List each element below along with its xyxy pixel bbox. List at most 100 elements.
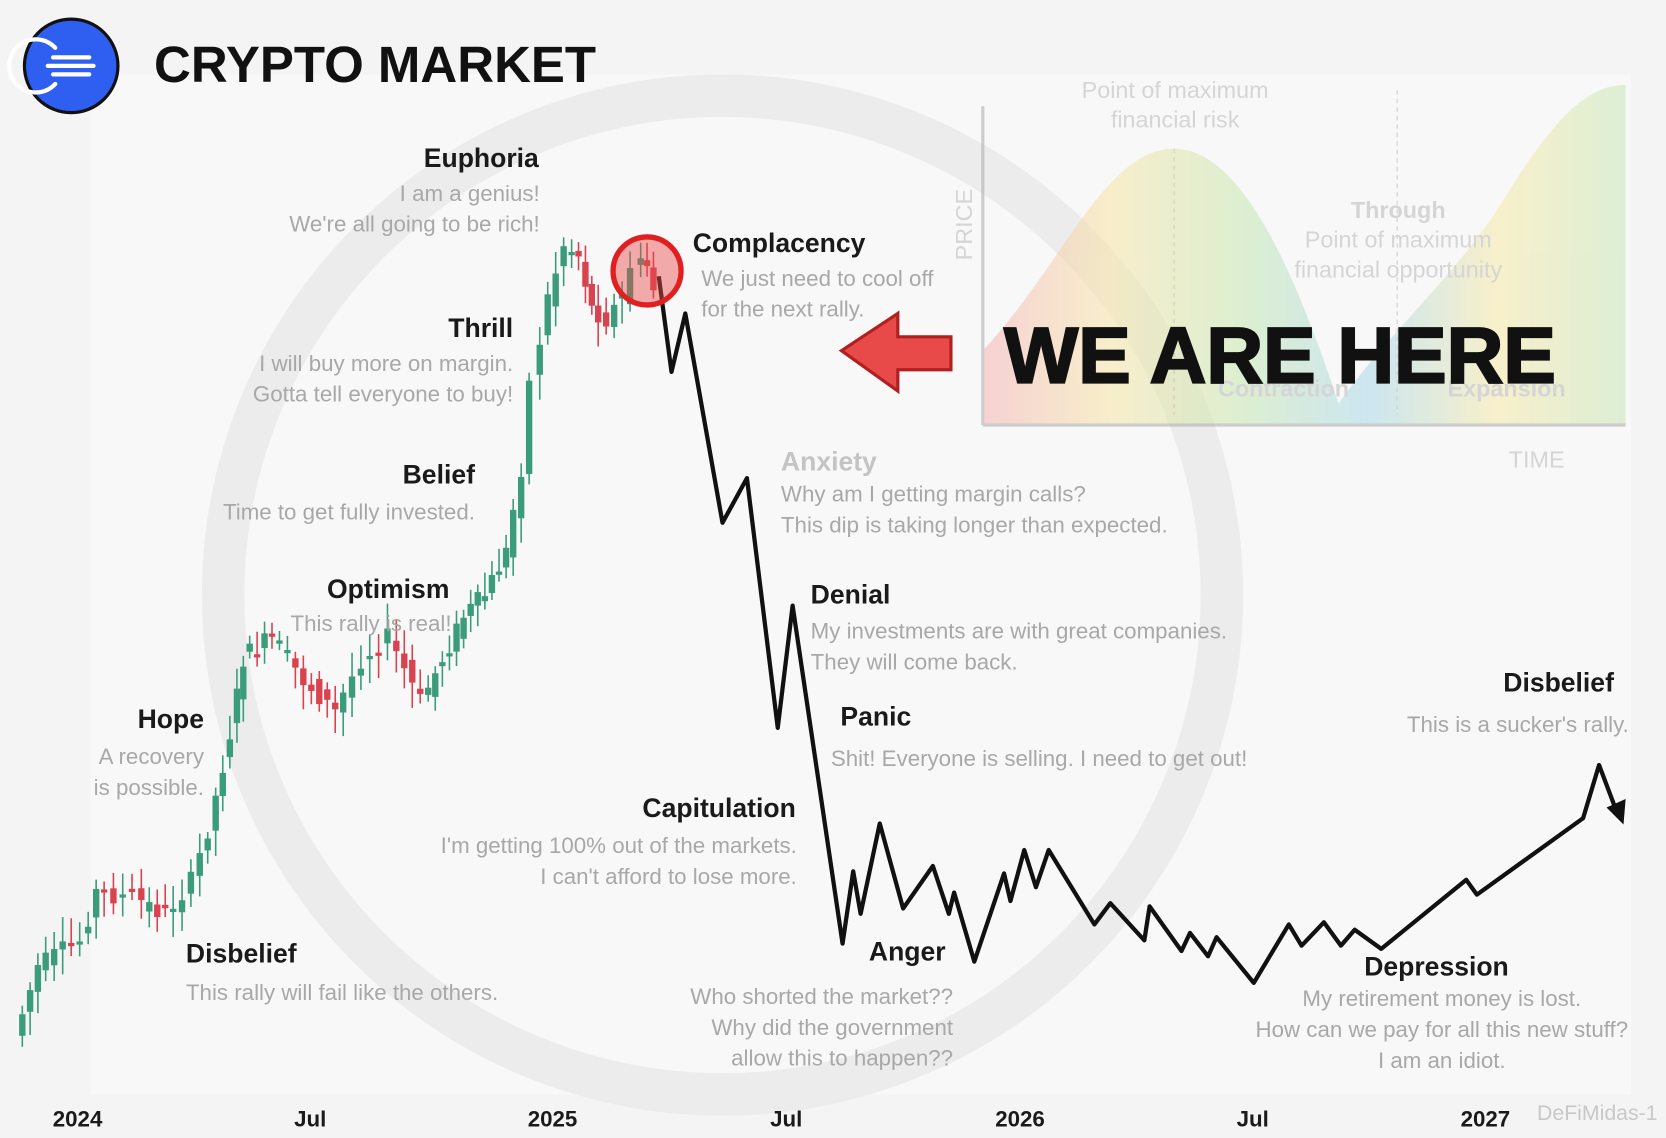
- candle-body: [308, 684, 315, 691]
- phase-quote: I am an idiot.: [1378, 1048, 1506, 1073]
- title: CRYPTO MARKET: [154, 36, 596, 93]
- inset-trough: financial opportunity: [1294, 256, 1502, 282]
- candle-body: [401, 653, 408, 669]
- x-tick-label: 2026: [995, 1106, 1045, 1131]
- watermark-seal: [201, 74, 1244, 1116]
- candle-body: [34, 965, 42, 992]
- candle-body: [76, 941, 83, 945]
- candle-body: [226, 739, 234, 758]
- candle-body: [582, 261, 589, 287]
- candle-body: [467, 603, 474, 616]
- candle-body: [357, 668, 365, 676]
- phase-quote: Who shorted the market??: [690, 984, 953, 1009]
- x-tick-label: 2024: [53, 1106, 103, 1131]
- candle-body: [446, 653, 453, 657]
- candle-body: [650, 267, 657, 291]
- candle-body: [409, 659, 416, 683]
- inset-peak: Point of maximum: [1082, 77, 1269, 103]
- phase-quote: allow this to happen??: [731, 1046, 953, 1071]
- watermark: DeFiMidas-1: [1537, 1101, 1657, 1125]
- candle-body: [26, 990, 34, 1012]
- phase-quote: This dip is taking longer than expected.: [781, 512, 1168, 537]
- callout: WE ARE HERE: [1004, 312, 1556, 400]
- candle-body: [42, 952, 49, 971]
- x-tick-label: Jul: [1237, 1106, 1269, 1131]
- candle-body: [488, 574, 496, 594]
- candle-body: [51, 949, 58, 966]
- candle-body: [536, 344, 543, 375]
- candle-body: [495, 571, 503, 575]
- candle-body: [375, 652, 382, 656]
- candle-body: [212, 795, 219, 831]
- candle-body: [602, 312, 610, 327]
- phase-quote: This is a sucker's rally.: [1407, 712, 1629, 737]
- current-position: [610, 234, 684, 308]
- candle-body: [393, 640, 400, 652]
- phase-quote: Gotta tell everyone to buy!: [253, 382, 513, 407]
- phase-label: Euphoria: [424, 143, 539, 173]
- inset-y-label: PRICE: [951, 189, 977, 260]
- candle-body: [19, 1014, 26, 1036]
- phase-label: Belief: [403, 459, 475, 489]
- candle-body: [643, 260, 651, 267]
- candle-body: [284, 649, 291, 654]
- projection-arrowhead: [1606, 799, 1626, 825]
- phase-quote: I can't afford to lose more.: [540, 864, 797, 889]
- phase-quote: My investments are with great companies.: [811, 619, 1227, 644]
- candle-body: [568, 252, 575, 256]
- candle-body: [439, 662, 446, 667]
- candle-body: [240, 666, 247, 700]
- price-history: [19, 237, 657, 1047]
- candle-body: [332, 702, 339, 710]
- candle-body: [128, 888, 136, 892]
- candle-body: [292, 658, 299, 668]
- candle-body: [100, 889, 108, 893]
- candle-body: [219, 772, 226, 796]
- candle-body: [425, 687, 432, 695]
- candle-body: [68, 942, 75, 947]
- phase-quote: My retirement money is lost.: [1302, 986, 1581, 1011]
- phase-label: Disbelief: [1503, 668, 1614, 698]
- phase-quote: This rally will fail like the others.: [186, 980, 498, 1005]
- pointer-arrow: [838, 310, 953, 395]
- phase-quote: is possible.: [94, 775, 204, 800]
- phase-quote: They will come back.: [811, 649, 1018, 674]
- candle-body: [432, 673, 439, 697]
- candle-body: [626, 268, 634, 305]
- inset-phase: Expansion: [1448, 375, 1566, 401]
- candle-body: [510, 509, 517, 558]
- inset-trough: Point of maximum: [1305, 227, 1492, 253]
- candle-body: [610, 304, 618, 328]
- candle-body: [588, 283, 595, 306]
- candle-body: [324, 689, 331, 700]
- phase-quote: How can we pay for all this new stuff?: [1256, 1017, 1629, 1042]
- candle-body: [178, 900, 186, 913]
- candle-body: [575, 250, 582, 257]
- phase-quote: We just need to cool off: [701, 266, 934, 291]
- candle-body: [59, 941, 66, 950]
- phase-quote: I am a genius!: [400, 181, 540, 206]
- candle-body: [502, 547, 510, 568]
- phase-quote: A recovery: [99, 744, 205, 769]
- candle-body: [474, 592, 481, 606]
- phase-quote: for the next rally.: [701, 297, 864, 322]
- candle-body: [162, 904, 169, 909]
- phase-label: Disbelief: [186, 939, 297, 969]
- phase-quote: Why did the government: [711, 1015, 953, 1040]
- phase-quote: I will buy more on margin.: [259, 351, 513, 376]
- cycle-curve: [982, 85, 1626, 426]
- phase-label: Optimism: [327, 574, 449, 604]
- candle-body: [460, 617, 467, 639]
- candle-body: [246, 643, 253, 652]
- candle-body: [348, 676, 356, 698]
- inset-x-label: TIME: [1509, 447, 1565, 473]
- candle-body: [187, 871, 195, 894]
- candle-body: [560, 246, 567, 267]
- candle-body: [204, 838, 211, 851]
- phase-label: Capitulation: [642, 793, 795, 823]
- phase-label: Complacency: [693, 228, 866, 258]
- phase-label: Panic: [840, 702, 911, 732]
- candle-body: [92, 888, 100, 918]
- logo-icon: [7, 37, 96, 95]
